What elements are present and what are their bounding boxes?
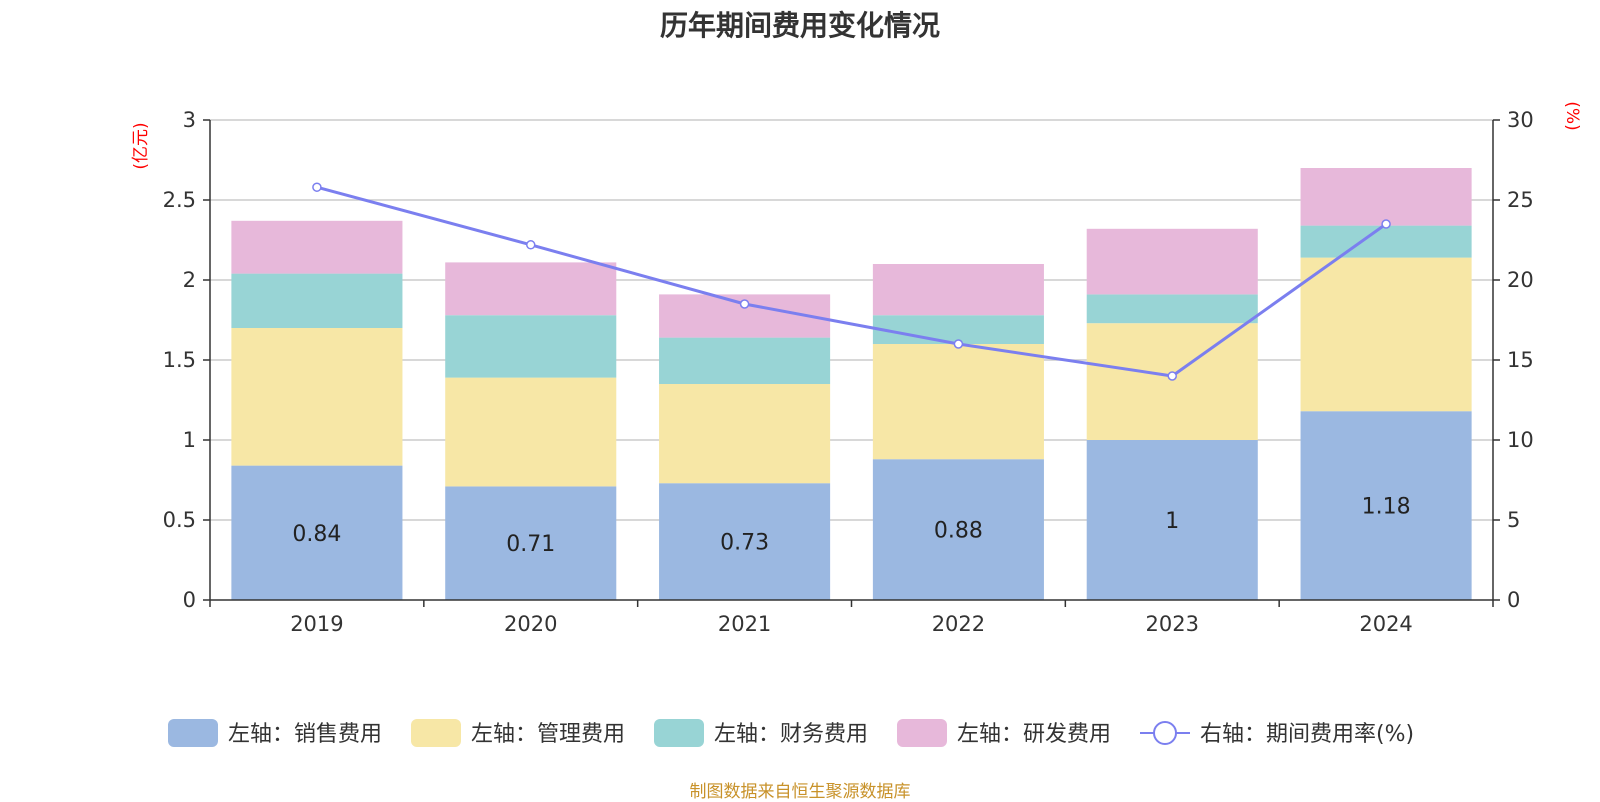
bar-data-label: 0.71 — [506, 532, 555, 557]
legend-label: 左轴：研发费用 — [957, 722, 1111, 747]
chart-title: 历年期间费用变化情况 — [659, 9, 940, 42]
left-axis-tick-label: 2.5 — [163, 188, 196, 212]
left-axis-tick-label: 3 — [183, 108, 196, 132]
bar-data-label: 1.18 — [1362, 495, 1411, 520]
left-axis-tick-label: 1.5 — [163, 348, 196, 372]
left-axis-tick-label: 2 — [183, 268, 196, 292]
bar-segment[interactable] — [1300, 225, 1472, 258]
rate-point[interactable] — [1381, 219, 1391, 229]
right-axis-tick-label: 5 — [1507, 508, 1520, 532]
legend-label: 左轴：管理费用 — [471, 722, 625, 747]
legend-item[interactable]: 左轴：财务费用 — [654, 719, 868, 747]
right-axis-tick-label: 15 — [1507, 348, 1534, 372]
rate-point[interactable] — [953, 339, 964, 349]
left-axis-tick-label: 0.5 — [163, 508, 196, 532]
bar-segment[interactable] — [445, 315, 617, 378]
bar-segment[interactable] — [659, 337, 831, 384]
bar-segment[interactable] — [872, 459, 1044, 600]
rate-point[interactable] — [312, 182, 322, 192]
right-axis-tick-label: 25 — [1507, 188, 1534, 212]
rate-point[interactable] — [526, 240, 536, 250]
right-axis-tick-label: 30 — [1507, 108, 1534, 132]
bar-segment[interactable] — [231, 465, 403, 600]
bar-segment[interactable] — [872, 344, 1044, 460]
x-axis-tick-label: 2024 — [1359, 612, 1412, 636]
source-note: 制图数据来自恒生聚源数据库 — [689, 782, 911, 802]
bar-data-label: 0.73 — [720, 531, 769, 556]
stacked-bars — [231, 168, 1472, 600]
bar-segment[interactable] — [1300, 257, 1472, 412]
data-labels: 0.84 0.71 0.73 0.88 1 1.18 — [292, 495, 1410, 558]
legend-swatch — [654, 719, 704, 747]
right-axis-tick-label: 10 — [1507, 428, 1534, 452]
x-axis-tick-label: 2021 — [718, 612, 771, 636]
legend-item[interactable]: 左轴：管理费用 — [411, 719, 625, 747]
bar-segment[interactable] — [659, 384, 831, 484]
legend-swatch — [411, 719, 461, 747]
left-axis-tick-label: 0 — [183, 588, 196, 612]
grid-lines — [210, 119, 1493, 521]
right-axis-tick-label: 20 — [1507, 268, 1534, 292]
legend-item[interactable]: 左轴：研发费用 — [897, 719, 1111, 747]
bar-segment[interactable] — [1086, 323, 1258, 440]
x-axis-tick-label: 2022 — [932, 612, 985, 636]
left-axis-unit-label: (亿元) — [131, 122, 151, 169]
bar-segment[interactable] — [872, 315, 1044, 344]
bar-data-label: 0.88 — [934, 519, 983, 544]
bar-segment[interactable] — [1086, 440, 1258, 600]
legend-item[interactable]: 左轴：销售费用 — [168, 719, 382, 747]
bar-segment[interactable] — [872, 264, 1044, 316]
bar-segment[interactable] — [445, 262, 617, 316]
bar-segment[interactable] — [1300, 411, 1472, 600]
rate-point[interactable] — [1167, 371, 1177, 381]
bar-segment[interactable] — [1086, 228, 1258, 295]
legend-swatch — [168, 719, 218, 747]
legend-label: 左轴：财务费用 — [714, 722, 868, 747]
legend: 左轴：销售费用 左轴：管理费用 左轴：财务费用 左轴：研发费用 右轴：期间费用率(%) — [168, 719, 1414, 747]
legend-item[interactable]: 右轴：期间费用率(%) — [1140, 721, 1414, 747]
bar-segment[interactable] — [231, 328, 403, 466]
bar-segment[interactable] — [231, 220, 403, 274]
legend-swatch — [897, 719, 947, 747]
bar-segment[interactable] — [231, 273, 403, 328]
bar-data-label: 0.84 — [292, 522, 341, 547]
right-axis-unit-label: (%) — [1562, 101, 1582, 130]
rate-point[interactable] — [739, 299, 750, 309]
bar-data-label: 1 — [1165, 509, 1179, 534]
x-axis-tick-label: 2019 — [290, 612, 343, 636]
bar-segment[interactable] — [1086, 294, 1258, 324]
legend-label: 左轴：销售费用 — [228, 722, 382, 747]
left-axis-tick-label: 1 — [183, 428, 196, 452]
bar-segment[interactable] — [1300, 168, 1472, 226]
rate-line-path — [316, 185, 1387, 378]
right-axis-tick-label: 0 — [1507, 588, 1520, 612]
bar-segment[interactable] — [445, 377, 617, 487]
x-axis-tick-label: 2023 — [1146, 612, 1199, 636]
axes: 0 0 0.5 5 1 10 1.5 15 2 20 2.5 25 3 30 2019 2020 2021 202… — [131, 101, 1582, 636]
rate-line — [312, 182, 1391, 381]
bar-segment[interactable] — [445, 486, 617, 600]
x-axis-tick-label: 2020 — [504, 612, 557, 636]
bar-segment[interactable] — [659, 483, 831, 600]
legend-label: 右轴：期间费用率(%) — [1200, 722, 1414, 747]
legend-marker — [1153, 721, 1177, 745]
